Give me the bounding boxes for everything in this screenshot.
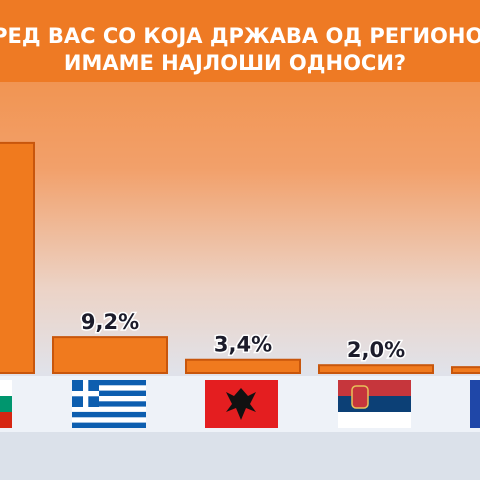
value-label: 3,4% bbox=[214, 333, 272, 357]
title-line: ПОРЕД ВАС СО КОЈА ДРЖАВА ОД РЕГИОНО bbox=[0, 24, 480, 48]
footer bbox=[0, 432, 480, 480]
bar bbox=[185, 358, 301, 374]
title-band bbox=[0, 0, 480, 82]
flag-serbia bbox=[338, 380, 411, 428]
bar bbox=[451, 366, 480, 374]
bar bbox=[0, 141, 35, 374]
bar bbox=[52, 336, 168, 374]
title-line: ИМАМЕ НАЈЛОШИ ОДНОСИ? bbox=[64, 51, 406, 75]
flag-bulgaria bbox=[0, 380, 12, 428]
value-label: 9,2% bbox=[81, 310, 139, 334]
flag-eu bbox=[470, 380, 480, 428]
flag-albania bbox=[205, 380, 278, 428]
bar bbox=[318, 364, 434, 375]
value-label: 2,0% bbox=[347, 338, 405, 362]
flag-greece bbox=[72, 380, 146, 428]
